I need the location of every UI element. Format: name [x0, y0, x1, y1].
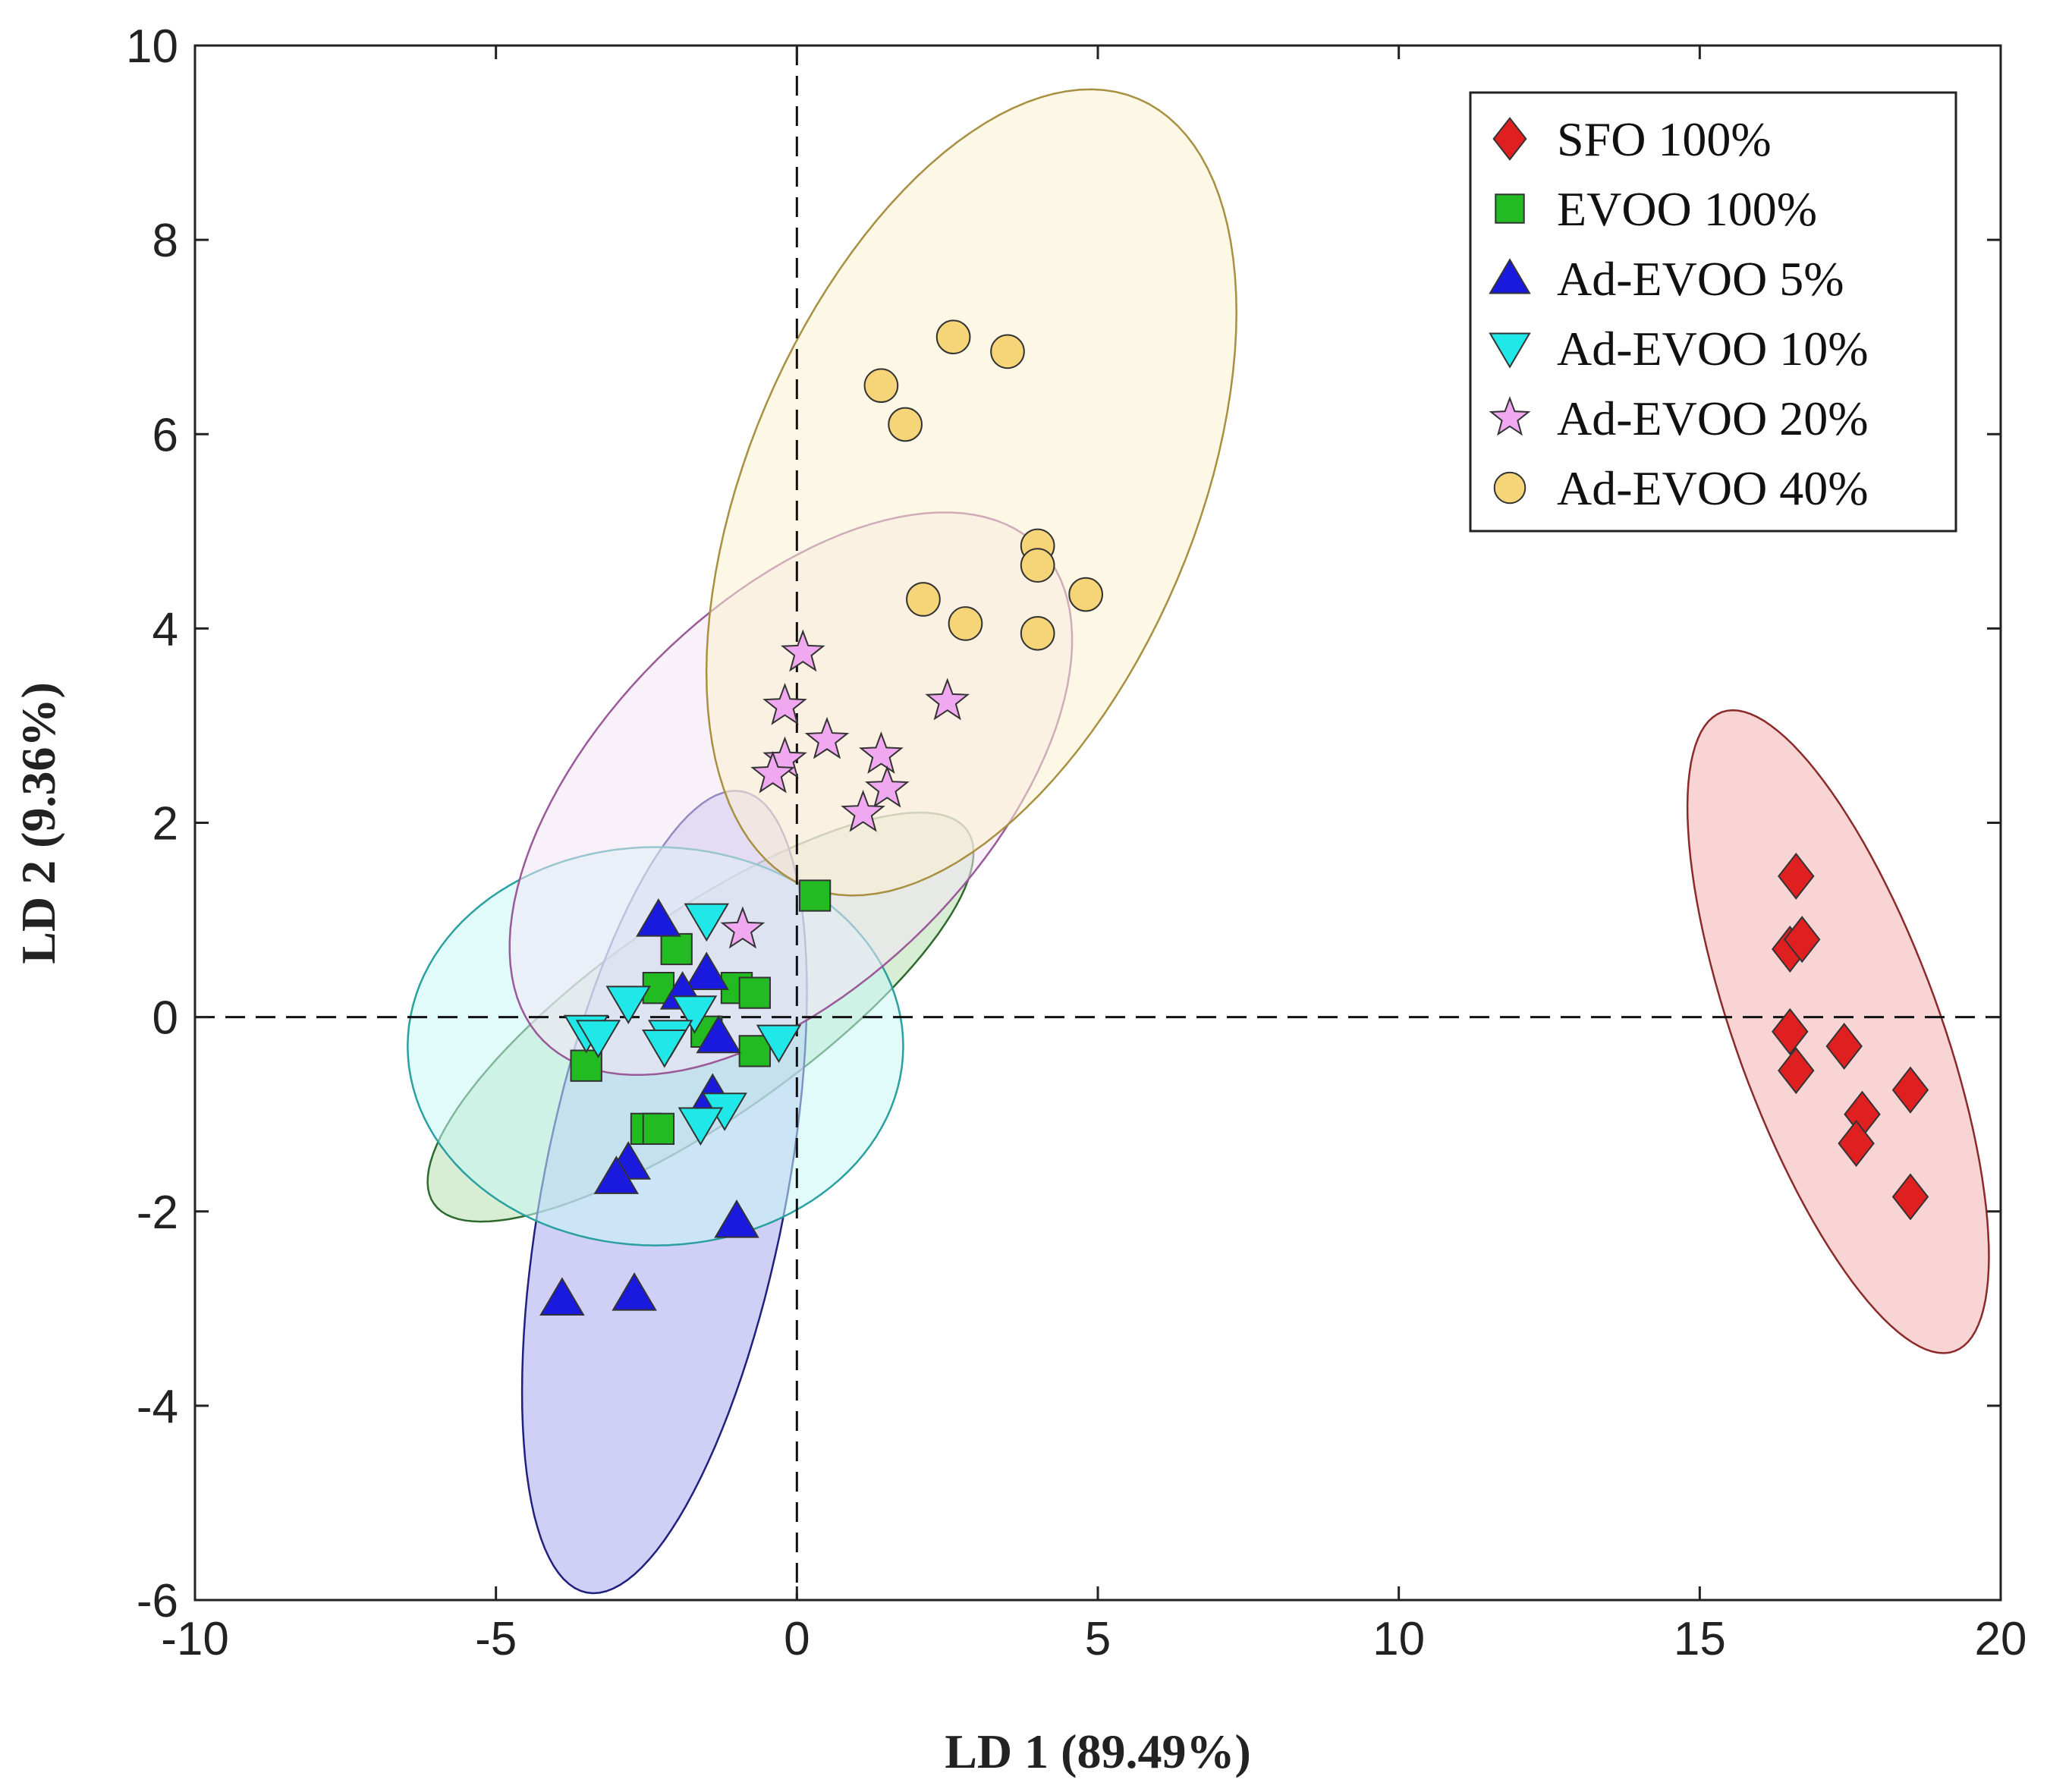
x-tick-label: 10: [1372, 1613, 1425, 1665]
point-ad-evoo-5: [636, 898, 681, 937]
point-ad-evoo-20: [841, 789, 885, 832]
point-ad-evoo-20: [720, 906, 766, 949]
point-ad-evoo-40: [935, 319, 971, 355]
point-sfo-100: [1772, 1008, 1809, 1055]
point-ad-evoo-10: [684, 903, 730, 942]
point-ad-evoo-40: [1068, 577, 1103, 612]
point-sfo-100: [1825, 1022, 1863, 1070]
point-ad-evoo-5: [593, 1155, 640, 1194]
point-ad-evoo-10: [642, 1030, 687, 1068]
point-evoo-100: [570, 1049, 602, 1082]
y-tick-label: -4: [137, 1381, 178, 1433]
point-ad-evoo-40: [1020, 548, 1055, 583]
point-evoo-100: [738, 976, 771, 1009]
legend-label-sfo-100: SFO 100%: [1557, 112, 1772, 166]
legend-marker-ad-evoo-5: [1489, 258, 1531, 294]
point-sfo-100: [1778, 1047, 1815, 1095]
point-ad-evoo-40: [888, 407, 923, 442]
y-tick-label: -6: [137, 1575, 178, 1627]
x-axis-label: LD 1 (89.49%): [945, 1724, 1251, 1778]
point-ad-evoo-20: [804, 716, 850, 759]
legend-box: [1469, 91, 1957, 533]
point-sfo-100: [1891, 1173, 1929, 1221]
x-tick-label: -10: [161, 1613, 229, 1665]
legend-label-ad-evoo-10: Ad-EVOO 10%: [1557, 322, 1869, 376]
legend-label-evoo-100: EVOO 100%: [1557, 182, 1817, 236]
y-tick-label: 10: [126, 20, 178, 73]
y-axis-label: LD 2 (9.36%): [11, 682, 65, 964]
axis-ticks: [193, 44, 2002, 1602]
x-tick-label: 0: [784, 1613, 810, 1665]
point-ad-evoo-5: [539, 1277, 585, 1316]
legend-label-ad-evoo-40: Ad-EVOO 40%: [1557, 461, 1869, 515]
y-tick-label: 6: [152, 409, 178, 461]
y-tick-label: 4: [152, 603, 178, 655]
point-ad-evoo-5: [684, 951, 730, 990]
legend-label-ad-evoo-20: Ad-EVOO 20%: [1557, 391, 1869, 445]
y-tick-label: -2: [137, 1187, 178, 1239]
legend: SFO 100% EVOO 100% Ad-EVOO 5% Ad-EVOO 10% Ad…: [1469, 91, 1957, 533]
point-evoo-100: [738, 1035, 771, 1067]
reference-lines: [195, 46, 2001, 1600]
legend-marker-ad-evoo-20: [1489, 396, 1531, 436]
legend-label-ad-evoo-5: Ad-EVOO 5%: [1557, 252, 1844, 306]
point-ad-evoo-20: [762, 682, 807, 725]
point-ad-evoo-40: [1020, 615, 1055, 651]
legend-marker-evoo-100: [1495, 193, 1525, 224]
data-points: [539, 319, 1929, 1316]
x-tick-label: -5: [475, 1613, 517, 1665]
point-ad-evoo-5: [714, 1199, 759, 1238]
point-ad-evoo-20: [859, 731, 904, 774]
legend-marker-sfo-100: [1492, 117, 1527, 161]
x-tick-label: 5: [1085, 1613, 1111, 1665]
point-evoo-100: [660, 932, 693, 966]
y-tick-label: 2: [152, 798, 178, 850]
point-ad-evoo-40: [863, 368, 899, 404]
point-ad-evoo-40: [906, 582, 941, 617]
point-sfo-100: [1891, 1066, 1929, 1114]
point-ad-evoo-5: [612, 1272, 657, 1311]
x-tick-label: 15: [1674, 1613, 1726, 1665]
y-tick-label: 8: [152, 215, 178, 267]
point-evoo-100: [798, 879, 832, 912]
point-sfo-100: [1778, 852, 1815, 900]
point-ad-evoo-5: [696, 1014, 741, 1054]
y-tick-label: 0: [152, 992, 178, 1045]
point-ad-evoo-20: [864, 765, 910, 808]
legend-marker-ad-evoo-10: [1489, 332, 1531, 369]
point-ad-evoo-10: [671, 995, 718, 1034]
legend-marker-ad-evoo-40: [1493, 471, 1526, 505]
x-tick-label: 20: [1975, 1613, 2027, 1665]
point-ad-evoo-20: [780, 629, 825, 672]
point-ad-evoo-20: [750, 750, 795, 794]
point-ad-evoo-40: [990, 334, 1025, 369]
axis-tick-labels: -10 -5 0 5 10 15 20 -6 -4 -2 0 2 4 6 8 10: [126, 20, 2026, 1665]
point-ad-evoo-10: [756, 1024, 802, 1064]
point-ad-evoo-10: [575, 1020, 621, 1058]
point-ad-evoo-10: [605, 986, 651, 1024]
point-ad-evoo-20: [925, 678, 970, 721]
point-ad-evoo-10: [678, 1107, 724, 1146]
point-evoo-100: [642, 1112, 675, 1146]
point-ad-evoo-40: [948, 606, 983, 641]
point-sfo-100: [1838, 1120, 1875, 1168]
point-sfo-100: [1783, 916, 1821, 964]
